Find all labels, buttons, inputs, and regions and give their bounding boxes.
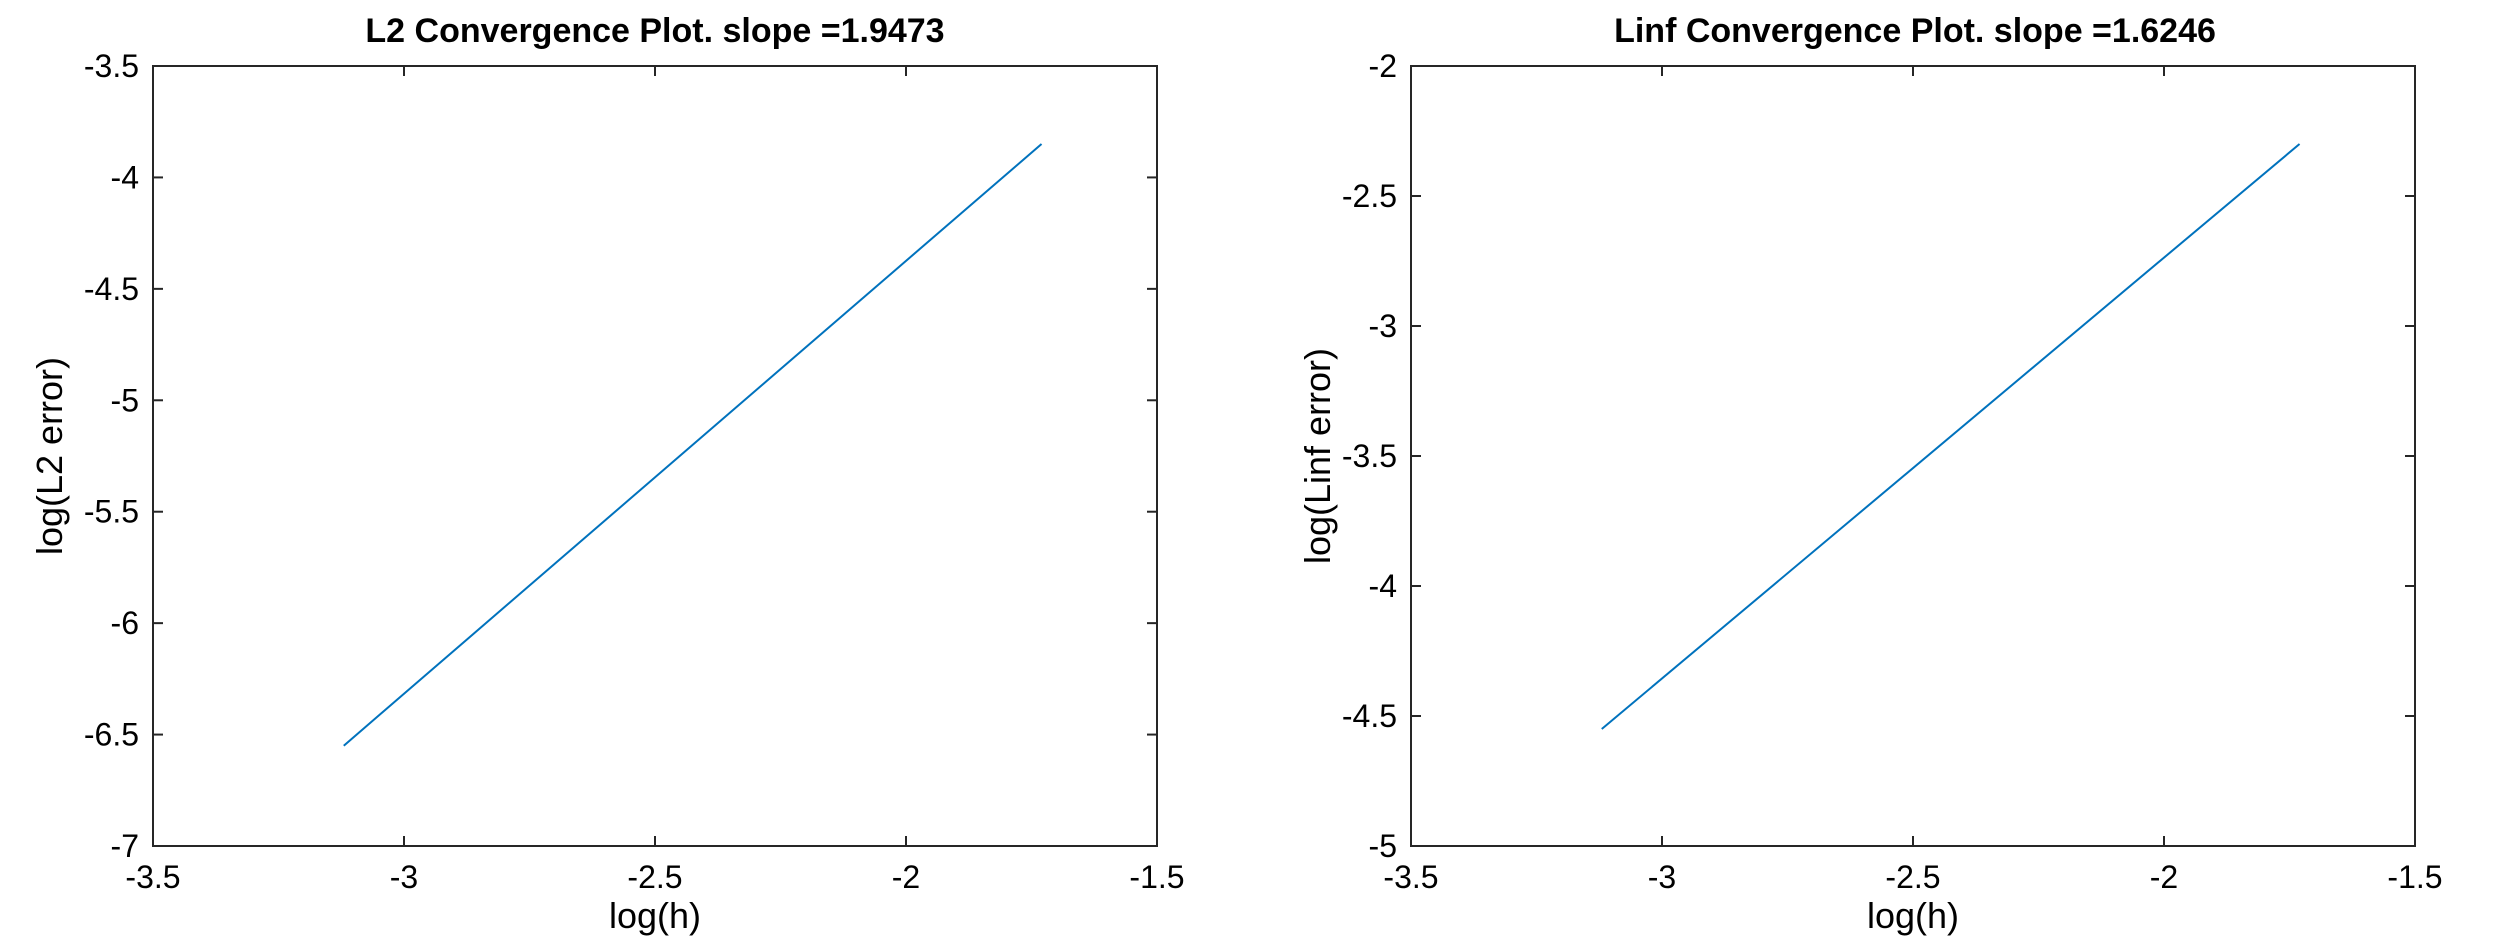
y-tick-label: -2.5	[1342, 178, 1397, 214]
x-axis-label: log(h)	[609, 895, 701, 936]
x-tick-label: -2.5	[627, 859, 682, 895]
series-layer	[343, 143, 1043, 747]
x-tick-label: -1.5	[1129, 859, 1184, 895]
x-tick-label: -3	[390, 859, 418, 895]
chart-title: Linf Convergence Plot. slope =1.6246	[1614, 12, 2216, 50]
y-tick-label: -4	[111, 159, 139, 195]
y-tick-label: -7	[111, 828, 139, 864]
x-tick-label: -3	[1648, 859, 1676, 895]
y-tick-label: -3	[1369, 308, 1397, 344]
plot-frame	[152, 65, 1158, 847]
x-axis: -3.5 -3 -2.5 -2 -1.5	[125, 66, 1185, 895]
y-tick-label: -3.5	[1342, 438, 1397, 474]
y-axis: -7 -6.5 -6 -5.5 -5 -4.5 -4 -3.5	[84, 48, 1157, 864]
x-tick-label: -2	[2150, 859, 2178, 895]
y-tick-label: -5	[1369, 828, 1397, 864]
y-axis-label: log(L2 error)	[29, 357, 70, 555]
chart-l2: L2 Convergence Plot. slope =1.9473 -3.5-…	[29, 12, 1185, 936]
chart-title: L2 Convergence Plot. slope =1.9473	[365, 12, 944, 50]
plot-frame	[1410, 65, 2416, 847]
y-tick-label: -2	[1369, 48, 1397, 84]
x-tick-label: -2.5	[1885, 859, 1940, 895]
series-layer	[1601, 143, 2301, 730]
y-tick-label: -4	[1369, 568, 1397, 604]
y-tick-label: -3.5	[84, 48, 139, 84]
y-axis-label: log(Linf error)	[1297, 348, 1338, 564]
chart-linf: Linf Convergence Plot. slope =1.6246 -3.…	[1297, 12, 2443, 936]
y-tick-label: -6	[111, 605, 139, 641]
series-line	[1601, 143, 2301, 730]
series-line	[343, 143, 1043, 747]
x-tick-label: -2	[892, 859, 920, 895]
y-tick-label: -5.5	[84, 494, 139, 530]
x-axis: -3.5 -3 -2.5 -2 -1.5	[1383, 66, 2443, 895]
y-tick-label: -5	[111, 382, 139, 418]
y-tick-label: -4.5	[84, 271, 139, 307]
y-tick-label: -6.5	[84, 717, 139, 753]
x-axis-label: log(h)	[1867, 895, 1959, 936]
x-tick-label: -1.5	[2387, 859, 2442, 895]
y-axis: -5 -4.5 -4 -3.5 -3 -2.5 -2	[1342, 48, 2415, 864]
x-tick-label: -3.5	[125, 859, 180, 895]
x-tick-label: -3.5	[1383, 859, 1438, 895]
y-tick-label: -4.5	[1342, 698, 1397, 734]
